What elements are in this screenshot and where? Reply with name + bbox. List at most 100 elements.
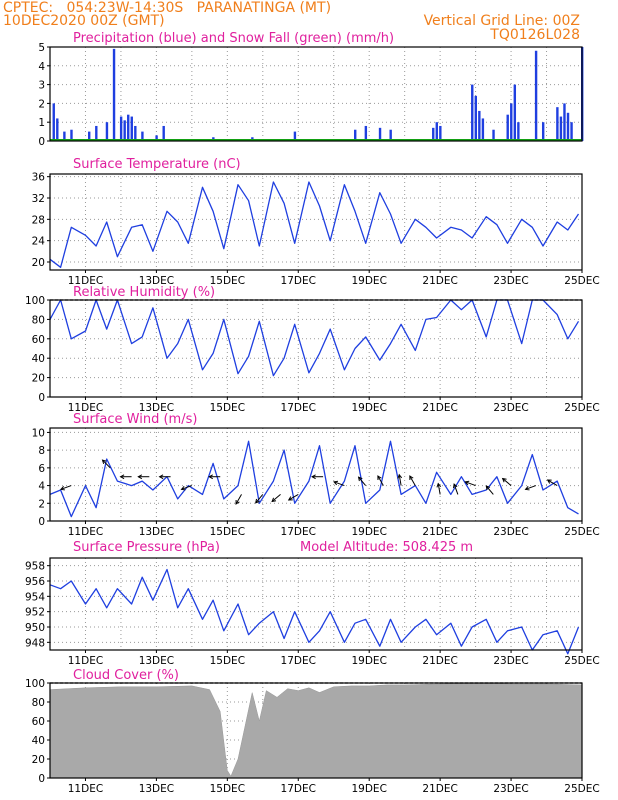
y-tick-label: 3 bbox=[38, 80, 45, 92]
y-tick-label: 32 bbox=[32, 193, 45, 205]
precip-bar bbox=[541, 122, 545, 141]
precip-bar bbox=[478, 110, 481, 141]
panel-title: Precipitation (blue) and Snow Fall (gree… bbox=[73, 31, 394, 46]
panel-0: 0 1 2 3 4 5 Precipitation (blue) and Snow Fall… bbox=[38, 31, 584, 148]
panel-frame bbox=[49, 557, 583, 651]
precip-bar bbox=[481, 118, 485, 141]
y-tick-label: 0 bbox=[38, 773, 45, 785]
series-line bbox=[49, 440, 579, 518]
x-tick-label: 19DEC bbox=[351, 655, 386, 667]
wind-arrow bbox=[60, 485, 72, 490]
precip-bar bbox=[105, 122, 109, 141]
wind-arrow-head bbox=[409, 475, 414, 481]
wind-arrow-head bbox=[311, 474, 316, 480]
wind-arrow-head bbox=[119, 474, 125, 480]
wind-arrow-head bbox=[101, 459, 107, 465]
y-tick-label: 958 bbox=[25, 561, 45, 573]
y-tick-label: 956 bbox=[25, 576, 45, 588]
model-altitude-label: Model Altitude: 508.425 m bbox=[300, 540, 473, 555]
wind-arrow bbox=[465, 481, 476, 487]
y-tick-label: 5 bbox=[38, 42, 45, 54]
precip-bar bbox=[123, 120, 126, 141]
y-tick-label: 20 bbox=[32, 754, 45, 766]
x-tick-label: 15DEC bbox=[210, 402, 245, 414]
x-tick-label: 11DEC bbox=[68, 526, 103, 538]
x-tick-label: 17DEC bbox=[281, 526, 316, 538]
precip-bar bbox=[378, 127, 382, 141]
wind-arrow-head bbox=[333, 480, 339, 486]
wind-arrow bbox=[453, 483, 459, 495]
precip-bar bbox=[556, 107, 559, 141]
precip-bar bbox=[566, 112, 570, 141]
x-tick-label: 21DEC bbox=[422, 783, 457, 795]
x-tick-label: 23DEC bbox=[493, 655, 528, 667]
precip-bar bbox=[474, 95, 477, 141]
x-tick-label: 11DEC bbox=[68, 402, 103, 414]
y-tick-label: 40 bbox=[32, 353, 45, 365]
x-tick-label: 21DEC bbox=[422, 655, 457, 667]
wind-arrow bbox=[409, 475, 416, 486]
precip-bar bbox=[563, 103, 566, 141]
wind-arrow-head bbox=[453, 483, 458, 489]
wind-arrow-head bbox=[357, 476, 363, 482]
y-tick-label: 80 bbox=[32, 314, 45, 326]
precip-bar bbox=[534, 50, 538, 142]
cloud-area bbox=[49, 682, 583, 779]
x-tick-label: 17DEC bbox=[281, 402, 316, 414]
wind-arrow-head bbox=[137, 474, 143, 480]
panel-title: Surface Temperature (nC) bbox=[73, 157, 241, 172]
precip-bar bbox=[70, 129, 73, 141]
panel-frame bbox=[49, 173, 583, 271]
y-tick-label: 948 bbox=[25, 637, 45, 649]
wind-arrow-head bbox=[524, 486, 530, 491]
x-tick-label: 15DEC bbox=[210, 783, 245, 795]
wind-arrow-head bbox=[464, 480, 470, 486]
wind-arrow-head bbox=[436, 482, 442, 488]
x-tick-label: 17DEC bbox=[281, 275, 316, 287]
x-tick-label: 25DEC bbox=[564, 402, 599, 414]
y-tick-label: 954 bbox=[25, 591, 45, 603]
wind-arrow bbox=[377, 475, 384, 486]
precip-bar bbox=[510, 103, 513, 141]
series-line bbox=[49, 568, 580, 655]
y-tick-label: 952 bbox=[25, 607, 45, 619]
precip-bar bbox=[364, 125, 368, 141]
x-tick-label: 25DEC bbox=[564, 655, 599, 667]
x-tick-label: 21DEC bbox=[422, 526, 457, 538]
y-tick-label: 8 bbox=[38, 445, 45, 457]
panel-title: Cloud Cover (%) bbox=[73, 668, 179, 683]
y-tick-label: 60 bbox=[32, 334, 45, 346]
y-tick-label: 0 bbox=[38, 516, 45, 528]
header-grid-note: Vertical Grid Line: 00Z bbox=[423, 13, 580, 29]
wind-arrow-head bbox=[501, 477, 507, 483]
precip-bar bbox=[119, 116, 123, 141]
y-tick-label: 2 bbox=[38, 98, 45, 110]
precip-bar bbox=[517, 122, 520, 141]
series-line bbox=[49, 299, 580, 377]
panel-frame bbox=[49, 427, 583, 522]
y-tick-label: 4 bbox=[38, 61, 45, 73]
y-tick-label: 24 bbox=[32, 236, 46, 248]
precip-bar bbox=[141, 131, 144, 141]
wind-arrow-head bbox=[59, 486, 65, 491]
wind-arrow bbox=[358, 476, 367, 486]
y-tick-label: 80 bbox=[32, 697, 45, 709]
x-tick-label: 17DEC bbox=[281, 783, 316, 795]
precip-bar bbox=[432, 127, 435, 141]
y-tick-label: 60 bbox=[32, 716, 45, 728]
panel-4: 948 950 952 954 956 958 11DEC 13DEC 15DEC 17DEC 19… bbox=[25, 540, 600, 667]
precip-bar bbox=[127, 114, 130, 141]
x-tick-label: 13DEC bbox=[139, 655, 174, 667]
wind-arrow bbox=[255, 494, 264, 504]
y-tick-label: 6 bbox=[38, 463, 45, 475]
x-tick-label: 13DEC bbox=[139, 783, 174, 795]
y-tick-label: 4 bbox=[38, 481, 45, 493]
y-tick-label: 10 bbox=[32, 427, 45, 439]
wind-arrow-head bbox=[287, 496, 293, 501]
x-tick-label: 23DEC bbox=[493, 783, 528, 795]
precip-bar bbox=[570, 122, 573, 141]
precip-bar bbox=[130, 116, 133, 141]
wind-arrow bbox=[271, 494, 281, 502]
wind-arrow-head bbox=[546, 479, 552, 484]
